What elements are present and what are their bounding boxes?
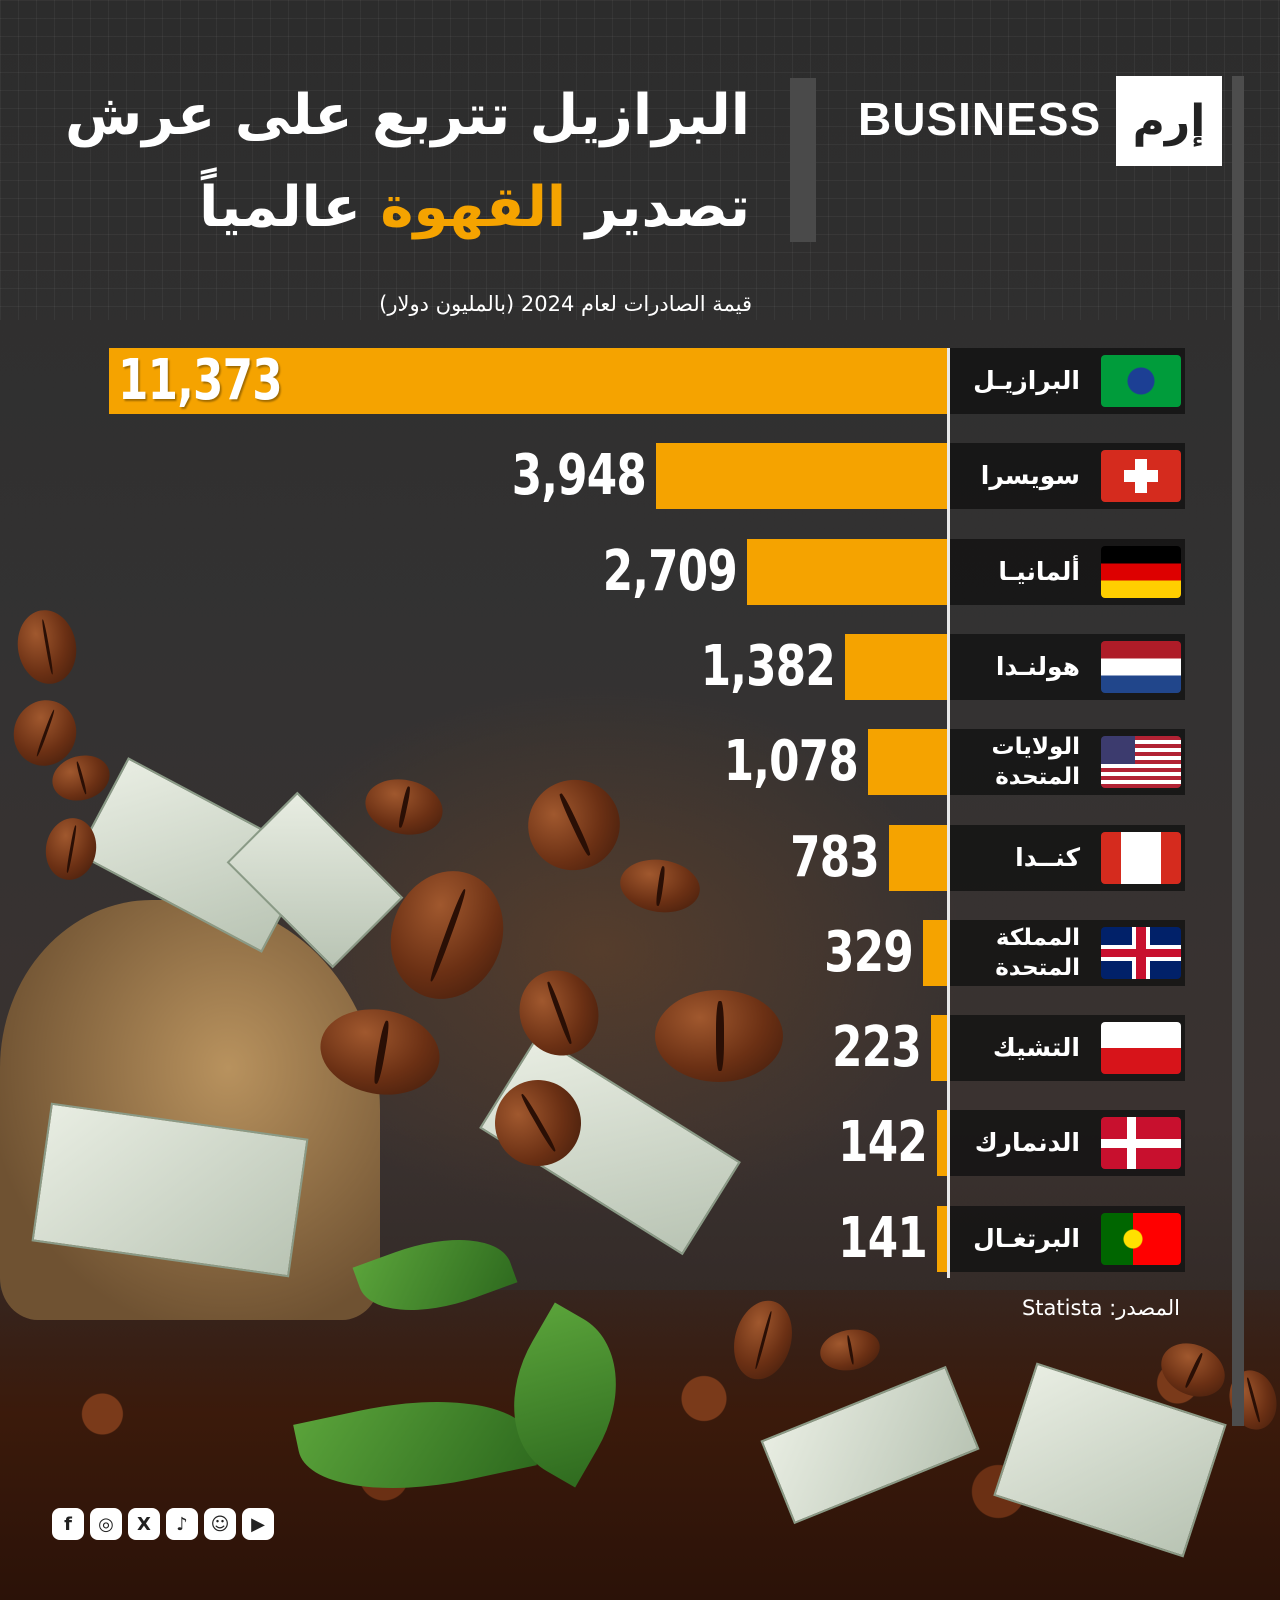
category-label: الولايات المتحدة <box>991 734 1080 791</box>
bar-mark <box>656 443 947 510</box>
snapchat-icon[interactable]: ☺ <box>204 1508 236 1540</box>
bar-value-label: 223 <box>831 1015 922 1081</box>
category-label: الدنمارك <box>974 1128 1080 1158</box>
bar-value-label: 329 <box>823 919 914 985</box>
youtube-icon[interactable]: ▶ <box>242 1508 274 1540</box>
chart-axis-line <box>947 348 950 1278</box>
canada-flag-icon <box>1101 831 1181 884</box>
title-line-2: تصدير القهوة عالمياً <box>50 162 750 254</box>
tiktok-icon[interactable]: ♪ <box>166 1508 198 1540</box>
title-word: تصدير <box>585 175 750 240</box>
bar-value-label: 11,373 <box>118 348 283 413</box>
switzerland-flag-icon <box>1101 450 1181 503</box>
bar-mark <box>747 538 947 605</box>
brand-name: BUSINESS <box>858 93 1102 145</box>
source-note: المصدر: Statista <box>1021 1296 1180 1320</box>
page-title: البرازيل تتربع على عرش تصدير القهوة عالم… <box>50 70 750 254</box>
category-label: التشيك <box>992 1033 1080 1063</box>
bar-mark <box>109 348 947 414</box>
bar-mark <box>922 919 947 986</box>
title-line-1: البرازيل تتربع على عرش <box>65 83 750 148</box>
bar-mark <box>936 1205 947 1272</box>
brand-logo: إرم <box>1116 76 1222 166</box>
header-divider <box>790 78 816 242</box>
title-word: عالمياً <box>199 175 361 240</box>
brazil-flag-icon <box>1101 355 1181 407</box>
background-grid <box>0 0 1280 320</box>
bar-mark <box>845 633 947 700</box>
bar-value-label: 2,709 <box>603 538 738 604</box>
bar-value-label: 142 <box>837 1110 928 1176</box>
coffee-bean <box>655 990 783 1082</box>
category-label: المملكة المتحدة <box>995 924 1080 981</box>
bar-value-label: 783 <box>790 824 880 890</box>
category-label: هولنـدا <box>995 651 1080 681</box>
uk-flag-icon <box>1101 926 1181 979</box>
category-label: ألمانيـا <box>998 556 1080 586</box>
netherlands-flag-icon <box>1101 640 1181 693</box>
x-icon[interactable]: X <box>128 1508 160 1540</box>
bar-mark <box>930 1015 947 1082</box>
category-label: البرتغـال <box>973 1223 1080 1253</box>
category-label: البرازيـل <box>973 366 1080 395</box>
bar-mark <box>889 824 947 891</box>
denmark-flag-icon <box>1101 1117 1181 1170</box>
portugal-flag-icon <box>1101 1212 1181 1265</box>
instagram-icon[interactable]: ◎ <box>90 1508 122 1540</box>
category-label: كنــدا <box>1015 842 1080 872</box>
title-highlight: القهوة <box>380 175 567 240</box>
right-rule <box>1232 76 1244 1426</box>
bar-mark <box>867 729 947 796</box>
bar-value-label: 1,382 <box>700 633 836 699</box>
bar-value-label: 1,078 <box>723 729 858 795</box>
bar-value-label: 141 <box>837 1205 928 1271</box>
usa-flag-icon <box>1101 736 1181 789</box>
category-label: سويسرا <box>980 461 1080 491</box>
germany-flag-icon <box>1101 545 1181 598</box>
bar-value-label: 3,948 <box>511 443 647 509</box>
facebook-icon[interactable]: f <box>52 1508 84 1540</box>
bar-mark <box>936 1110 947 1177</box>
chart-subtitle: قيمة الصادرات لعام 2024 (بالمليون دولار) <box>379 292 752 316</box>
czech-flag-icon <box>1101 1022 1181 1075</box>
